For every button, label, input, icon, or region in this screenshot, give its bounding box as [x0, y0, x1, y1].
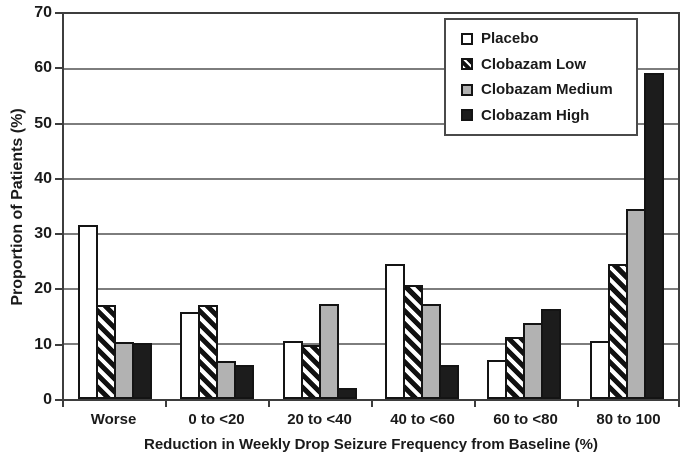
- y-tick-label-70: 70: [34, 4, 52, 21]
- legend-swatch-gray-icon: [461, 83, 473, 96]
- bar-clobazam-medium-40-to-60: [421, 304, 442, 399]
- y-tick-label-20: 20: [34, 280, 52, 298]
- bar-clobazam-medium-worse: [114, 342, 135, 399]
- y-tick-label-50: 50: [34, 114, 52, 132]
- x-tick-label-worse: Worse: [90, 411, 137, 428]
- legend-item-clobazam-low: Clobazam Low: [461, 56, 632, 73]
- bar-clobazam-low-20-to-40: [300, 345, 321, 399]
- y-tick-10: [55, 343, 62, 346]
- y-tick-label-0: 0: [43, 391, 52, 408]
- bar-clobazam-medium-80-to-100: [625, 209, 646, 399]
- bar-clobazam-high-20-to-40: [336, 388, 357, 399]
- x-axis-title: Reduction in Weekly Drop Seizure Frequen…: [144, 436, 598, 453]
- x-tick-3: [371, 400, 373, 407]
- x-tick-label-60-to-80: 60 to <80: [493, 411, 558, 428]
- bar-clobazam-low-0-to-20: [198, 305, 219, 399]
- gridline-60: [64, 68, 678, 70]
- bar-clobazam-low-worse: [96, 305, 117, 399]
- bar-placebo-20-to-40: [282, 341, 303, 399]
- legend-label-clobazam-high: Clobazam High: [481, 106, 590, 124]
- x-tick-6: [678, 400, 680, 407]
- legend-label-placebo: Placebo: [481, 30, 539, 48]
- y-tick-70: [55, 12, 62, 14]
- y-tick-20: [55, 288, 62, 291]
- gridline-50: [64, 123, 678, 125]
- x-tick-label-80-to-100: 80 to 100: [596, 411, 661, 428]
- bar-placebo-worse: [78, 225, 99, 399]
- gridline-20: [64, 288, 678, 290]
- bar-placebo-80-to-100: [589, 341, 610, 399]
- bar-group-20-to-40: [269, 14, 371, 399]
- bar-clobazam-low-40-to-60: [403, 285, 424, 399]
- legend-swatch-hatch-icon: [461, 58, 473, 71]
- bar-placebo-60-to-80: [487, 360, 508, 399]
- y-tick-label-60: 60: [34, 59, 52, 77]
- bar-clobazam-high-80-to-100: [643, 73, 664, 399]
- bar-clobazam-high-40-to-60: [439, 365, 460, 399]
- gridline-10: [64, 343, 678, 345]
- gridline-30: [64, 233, 678, 235]
- legend: Placebo Clobazam Low Clobazam Medium Clobaz…: [444, 18, 638, 136]
- bar-clobazam-medium-20-to-40: [318, 304, 339, 399]
- bar-clobazam-low-80-to-100: [607, 264, 628, 399]
- y-tick-label-10: 10: [34, 335, 52, 353]
- legend-item-placebo: Placebo: [461, 30, 632, 47]
- legend-swatch-black-icon: [461, 109, 473, 122]
- bar-group-worse: [64, 14, 166, 399]
- y-tick-40: [55, 177, 62, 180]
- x-tick-label-40-to-60: 40 to <60: [390, 411, 455, 428]
- x-tick-label-20-to-40: 20 to <40: [287, 411, 352, 428]
- bar-clobazam-medium-60-to-80: [523, 323, 544, 399]
- x-tick-4: [474, 400, 476, 407]
- bar-clobazam-high-worse: [132, 343, 153, 399]
- legend-item-clobazam-medium: Clobazam Medium: [461, 81, 632, 98]
- x-tick-1: [165, 400, 167, 407]
- y-tick-30: [55, 233, 62, 236]
- y-tick-0: [55, 399, 62, 401]
- bar-group-0-to-20: [166, 14, 268, 399]
- legend-item-clobazam-high: Clobazam High: [461, 107, 632, 124]
- y-tick-60: [55, 67, 62, 70]
- y-axis-title: Proportion of Patients (%): [9, 108, 26, 306]
- y-tick-label-40: 40: [34, 169, 52, 187]
- legend-label-clobazam-low: Clobazam Low: [481, 55, 587, 73]
- y-tick-50: [55, 122, 62, 125]
- bar-placebo-0-to-20: [180, 312, 201, 399]
- bar-group-40-to-60: [371, 14, 473, 399]
- bar-clobazam-high-0-to-20: [234, 365, 255, 399]
- x-tick-2: [268, 400, 270, 407]
- y-tick-label-30: 30: [34, 225, 52, 243]
- legend-label-clobazam-medium: Clobazam Medium: [481, 81, 613, 99]
- bar-group-80-to-100: [576, 14, 678, 399]
- bar-clobazam-medium-0-to-20: [216, 361, 237, 399]
- bar-clobazam-low-60-to-80: [505, 337, 526, 399]
- x-tick-0: [62, 400, 64, 407]
- bar-placebo-40-to-60: [385, 264, 406, 399]
- bar-clobazam-high-60-to-80: [541, 309, 562, 399]
- x-tick-5: [577, 400, 579, 407]
- bar-group-60-to-80: [473, 14, 575, 399]
- gridline-40: [64, 178, 678, 180]
- x-tick-label-0-to-20: 0 to <20: [188, 411, 245, 428]
- legend-swatch-white-icon: [461, 32, 473, 45]
